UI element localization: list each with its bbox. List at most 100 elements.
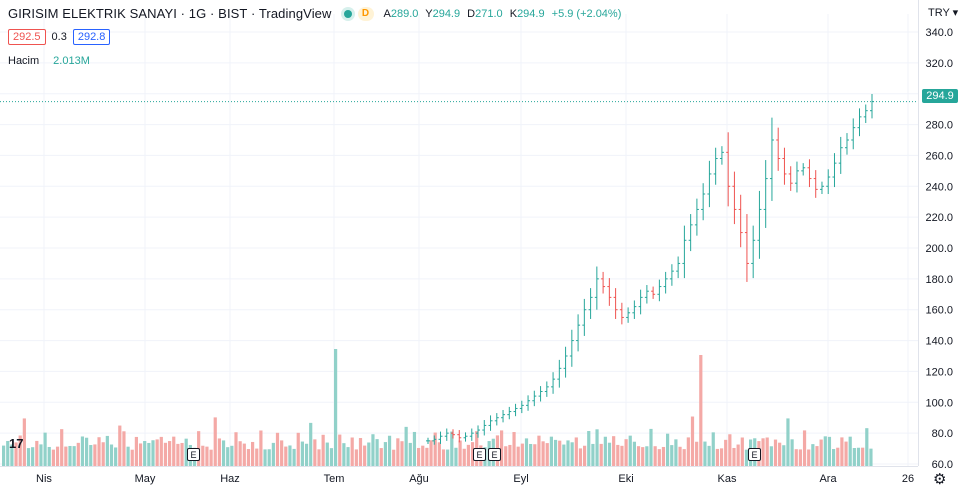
volume-bar <box>562 444 566 466</box>
volume-bar <box>827 436 832 466</box>
price-bar <box>501 410 506 423</box>
volume-bar <box>242 443 246 466</box>
volume-bar <box>172 436 176 466</box>
volume-bar <box>840 437 844 466</box>
price-bar <box>726 132 731 207</box>
volume-bar <box>201 445 205 466</box>
volume-bar <box>43 432 47 466</box>
price-tick-label: 60.0 <box>932 459 953 471</box>
time-tick-label: Ağu <box>409 473 429 485</box>
volume-bar <box>230 445 234 466</box>
volume-bar <box>425 447 429 466</box>
earnings-event-marker[interactable]: E <box>187 448 200 461</box>
tradingview-logo-icon[interactable]: 17 <box>9 436 24 451</box>
volume-bar <box>649 428 653 466</box>
volume-bar <box>213 417 217 466</box>
volume-bar <box>433 432 437 466</box>
price-bar <box>744 214 749 282</box>
volume-bar <box>508 444 512 466</box>
price-bar <box>582 298 587 336</box>
volume-bar <box>587 431 591 466</box>
volume-bar <box>371 434 375 466</box>
volume-bar <box>454 447 458 466</box>
volume-bar <box>251 441 255 466</box>
volume-bar <box>122 431 126 466</box>
volume-bar <box>159 436 163 466</box>
volume-bar <box>802 430 807 466</box>
volume-bar <box>437 442 441 466</box>
currency-selector[interactable]: TRY ▾ <box>928 7 959 19</box>
symbol-title[interactable]: GIRISIM ELEKTRIK SANAYI · 1G · BIST · Tr… <box>8 6 332 21</box>
price-bar <box>776 127 781 171</box>
price-bar <box>838 136 843 174</box>
price-bar <box>569 329 574 367</box>
volume-bar <box>719 448 724 466</box>
volume-bar <box>10 444 14 466</box>
volume-bar <box>334 349 338 466</box>
price-tick-label: 120.0 <box>925 366 953 378</box>
volume-bar <box>97 437 101 466</box>
volume-bar <box>765 437 769 466</box>
volume-bar <box>392 449 396 466</box>
volume-bar <box>101 442 105 466</box>
volume-bar <box>769 446 773 466</box>
volume-bar <box>832 449 836 466</box>
volume-bar <box>778 442 782 466</box>
price-tick-label: 180.0 <box>925 274 953 286</box>
volume-bar <box>300 441 304 466</box>
ask-price[interactable]: 292.8 <box>72 29 111 45</box>
volume-bar <box>674 439 678 466</box>
volume-bar <box>811 444 815 466</box>
earnings-event-marker[interactable]: E <box>748 448 761 461</box>
volume-bar <box>707 445 711 466</box>
gear-icon[interactable]: ⚙ <box>933 471 947 488</box>
volume-bar <box>450 431 454 466</box>
price-bar <box>632 300 637 319</box>
price-bar <box>538 386 543 402</box>
volume-bar <box>26 448 31 466</box>
volume-bar <box>421 445 425 466</box>
volume-bar <box>151 440 155 466</box>
legend-volume-row: Hacim 2.013M <box>8 55 90 67</box>
volume-bar <box>313 439 317 466</box>
volume-bar <box>14 442 18 466</box>
price-bar <box>819 181 824 194</box>
market-status-icon[interactable] <box>343 9 352 18</box>
price-bar <box>826 169 831 194</box>
time-axis: Nis May Haz Tem Ağu Eyl Eki Kas Ara 26 <box>36 473 914 485</box>
volume-bar <box>80 436 85 466</box>
price-bar <box>526 395 531 411</box>
volume-bar <box>412 431 417 466</box>
price-bar <box>832 153 837 188</box>
volume-bar <box>226 447 230 466</box>
price-bar <box>507 406 512 420</box>
time-tick-label: May <box>135 473 156 485</box>
bid-price[interactable]: 292.5 <box>8 29 46 45</box>
volume-bar <box>790 439 794 466</box>
price-tick-label: 80.0 <box>932 428 953 440</box>
volume-bar <box>325 442 329 466</box>
volume-bar <box>512 432 516 466</box>
volume-bar <box>317 449 321 466</box>
volume-value: 2.013M <box>53 55 90 67</box>
earnings-event-marker[interactable]: E <box>488 448 501 461</box>
volume-bar <box>221 440 226 466</box>
price-bar <box>607 278 612 306</box>
price-bars <box>426 93 874 445</box>
earnings-event-marker[interactable]: E <box>473 448 486 461</box>
volume-bar <box>288 445 292 466</box>
volume-bar <box>76 442 80 466</box>
volume-bar <box>375 439 379 466</box>
volume-bar <box>553 439 558 466</box>
volume-bar <box>541 441 545 466</box>
volume-bar <box>703 441 707 466</box>
price-bar <box>638 289 643 315</box>
open-label: A <box>383 7 391 20</box>
data-badge[interactable]: D <box>357 6 374 21</box>
volume-bar <box>72 446 76 466</box>
volume-bar <box>342 443 346 466</box>
price-tick-label: 320.0 <box>925 58 953 70</box>
open-value: 289.0 <box>390 7 419 20</box>
price-bar <box>676 256 681 279</box>
